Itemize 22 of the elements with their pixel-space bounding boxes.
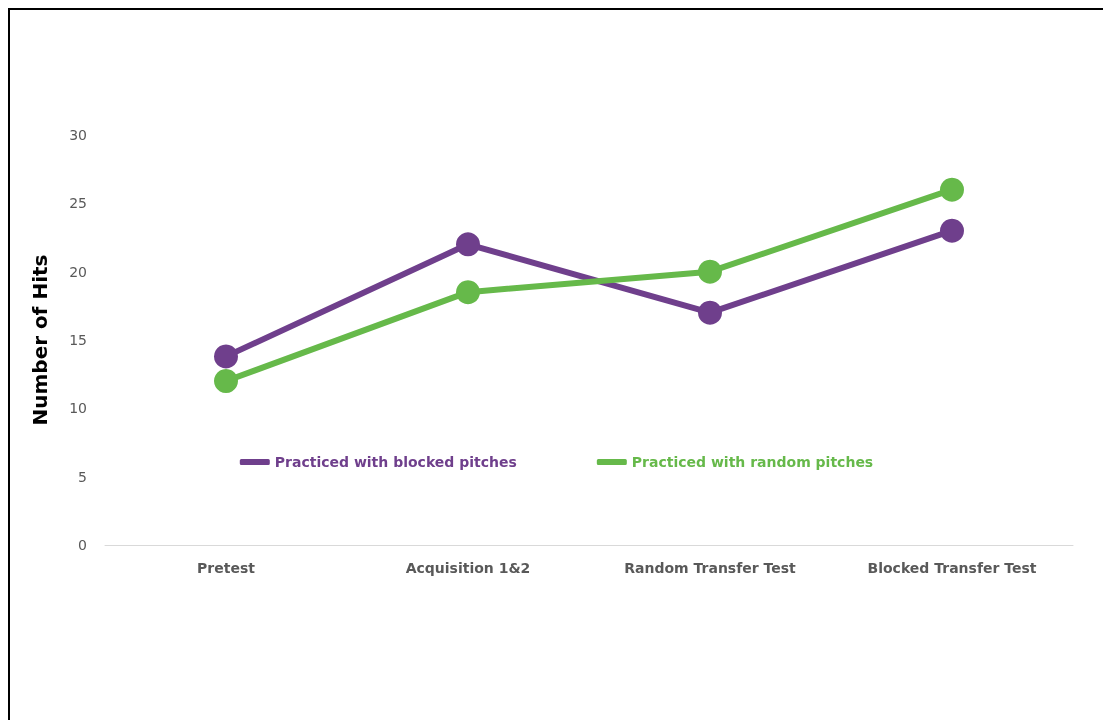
point	[940, 177, 964, 202]
y-tick-label: 25	[69, 195, 87, 212]
y-tick-label: 30	[69, 127, 87, 143]
point	[214, 369, 238, 393]
point	[698, 259, 722, 284]
point	[456, 280, 480, 305]
legend-label: Practiced with blocked pitches	[274, 454, 517, 470]
point	[698, 300, 722, 325]
y-tick-label: 15	[69, 332, 87, 348]
x-tick-label: Blocked Transfer Test	[867, 560, 1037, 576]
point	[214, 344, 238, 369]
x-tick-label: Random Transfer Test	[624, 560, 797, 576]
y-tick-label: 10	[69, 400, 87, 417]
y-tick-label: 20	[69, 263, 87, 280]
legend-label: Practiced with random pitches	[631, 454, 874, 470]
y-tick-label: 0	[78, 537, 87, 553]
x-tick-label: Pretest	[197, 560, 256, 576]
y-tick-label: 5	[78, 468, 87, 485]
y-axis-title: Number of Hits	[28, 254, 52, 426]
point	[456, 232, 480, 257]
x-tick-label: Acquisition 1&2	[405, 560, 531, 576]
point	[940, 218, 964, 243]
